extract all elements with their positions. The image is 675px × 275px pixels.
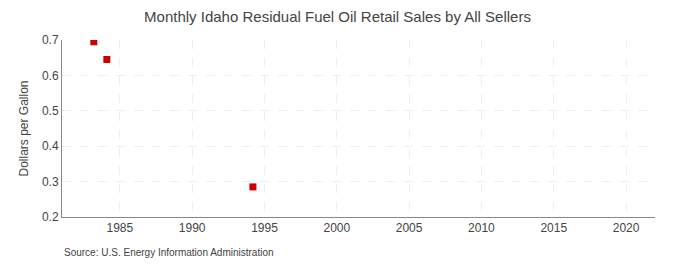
- svg-text:2005: 2005: [396, 221, 423, 235]
- svg-text:1990: 1990: [179, 221, 206, 235]
- svg-text:Source: U.S. Energy Informatio: Source: U.S. Energy Information Administ…: [64, 247, 274, 258]
- svg-text:0.3: 0.3: [42, 175, 59, 189]
- svg-text:0.7: 0.7: [42, 33, 59, 47]
- svg-text:2020: 2020: [613, 221, 640, 235]
- svg-text:0.6: 0.6: [42, 69, 59, 83]
- svg-text:1985: 1985: [106, 221, 133, 235]
- svg-text:0.4: 0.4: [42, 139, 59, 153]
- svg-text:0.5: 0.5: [42, 104, 59, 118]
- svg-text:2015: 2015: [540, 221, 567, 235]
- svg-text:Dollars per Gallon: Dollars per Gallon: [17, 80, 31, 176]
- svg-text:Monthly Idaho Residual Fuel Oi: Monthly Idaho Residual Fuel Oil Retail S…: [144, 8, 531, 25]
- svg-text:1995: 1995: [251, 221, 278, 235]
- svg-text:0.2: 0.2: [42, 210, 59, 224]
- svg-text:2000: 2000: [323, 221, 350, 235]
- svg-text:2010: 2010: [468, 221, 495, 235]
